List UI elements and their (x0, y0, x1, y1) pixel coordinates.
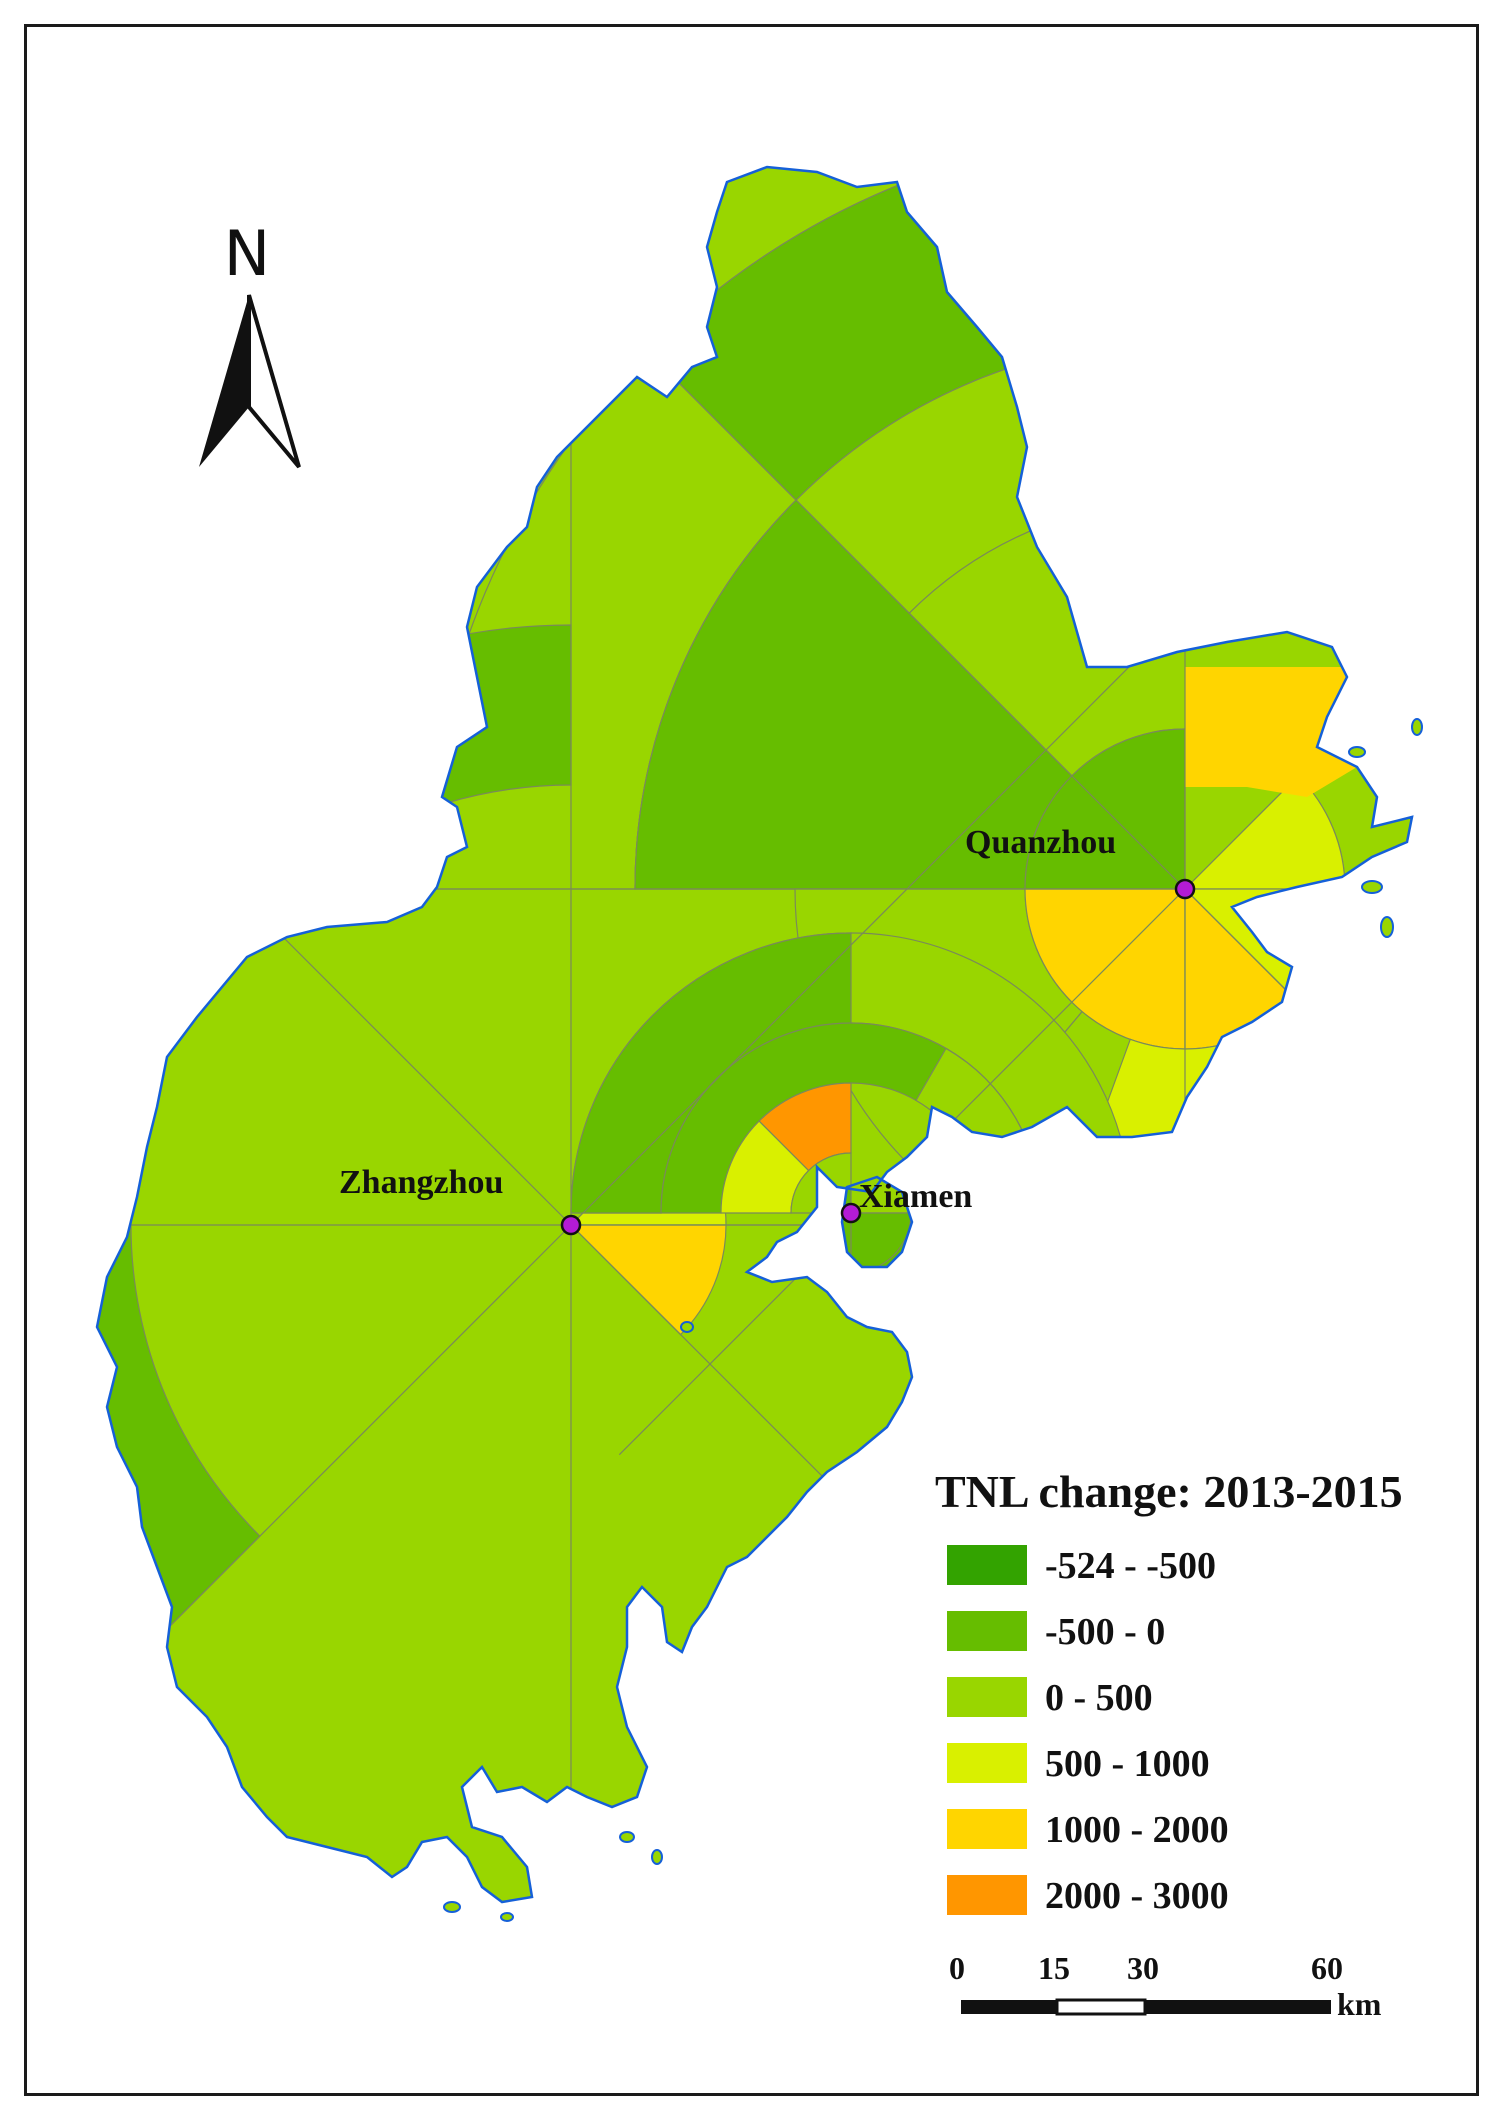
legend-swatch (947, 1743, 1027, 1783)
legend-label: 2000 - 3000 (1045, 1875, 1229, 1917)
city-quanzhou[interactable]: Quanzhou (965, 824, 1196, 900)
legend-swatch (947, 1677, 1027, 1717)
scale-unit: km (1337, 1986, 1382, 2022)
scale-segment-2 (1055, 1998, 1147, 2016)
scale-segment-1 (961, 2000, 1057, 2014)
islet (1361, 880, 1383, 894)
map-frame: N Quanzhou Zhangzhou Xiamen TNL change: … (24, 24, 1479, 2096)
legend: TNL change: 2013-2015 -524 - -500 -500 - … (935, 1466, 1403, 1917)
islet (1411, 718, 1423, 736)
north-arrow: N (199, 217, 301, 469)
scale-tick-15: 15 (1038, 1950, 1070, 1986)
legend-label: 500 - 1000 (1045, 1743, 1210, 1785)
city-marker-icon (560, 1214, 582, 1236)
city-label-quanzhou: Quanzhou (965, 824, 1116, 861)
map-canvas: N Quanzhou Zhangzhou Xiamen TNL change: … (95, 165, 1423, 2022)
north-label: N (224, 217, 270, 290)
sector-boundary (1184, 888, 1412, 1456)
scale-segment-3 (1145, 2000, 1331, 2014)
city-marker-icon (1174, 878, 1196, 900)
islet (1348, 746, 1366, 758)
city-label-zhangzhou: Zhangzhou (339, 1164, 503, 1201)
islet (1380, 916, 1394, 938)
scale-bar: 0 15 30 60 km (949, 1950, 1382, 2022)
legend-label: 0 - 500 (1045, 1677, 1153, 1719)
scale-tick-0: 0 (949, 1950, 965, 1986)
north-arrow-icon (199, 295, 249, 467)
sector-boundary (618, 322, 1186, 890)
legend-label: -524 - -500 (1045, 1545, 1216, 1587)
quanzhou-northeast-patch (1185, 667, 1357, 797)
legend-label: -500 - 0 (1045, 1611, 1165, 1653)
islet (443, 1901, 461, 1913)
city-marker-icon (840, 1202, 862, 1224)
city-zhangzhou[interactable]: Zhangzhou (339, 1164, 582, 1236)
legend-swatch (947, 1611, 1027, 1651)
north-arrow-outline-icon (247, 294, 301, 469)
city-label-xiamen: Xiamen (859, 1178, 972, 1215)
legend-title: TNL change: 2013-2015 (935, 1466, 1403, 1517)
islet (680, 1321, 694, 1333)
islet (619, 1831, 635, 1843)
small-islands (443, 718, 1423, 1922)
coastline (95, 165, 1414, 1904)
legend-swatch (947, 1875, 1027, 1915)
xiamen-coastline (840, 1175, 914, 1269)
scale-tick-60: 60 (1311, 1950, 1343, 1986)
scale-tick-30: 30 (1127, 1950, 1159, 1986)
city-xiamen[interactable]: Xiamen (840, 1178, 972, 1224)
islet (500, 1912, 514, 1922)
legend-swatch (947, 1809, 1027, 1849)
sector-boundary (570, 658, 1138, 1226)
islet (651, 1849, 663, 1865)
xiamen-island (842, 1177, 912, 1267)
legend-label: 1000 - 2000 (1045, 1809, 1229, 1851)
legend-swatch (947, 1545, 1027, 1585)
